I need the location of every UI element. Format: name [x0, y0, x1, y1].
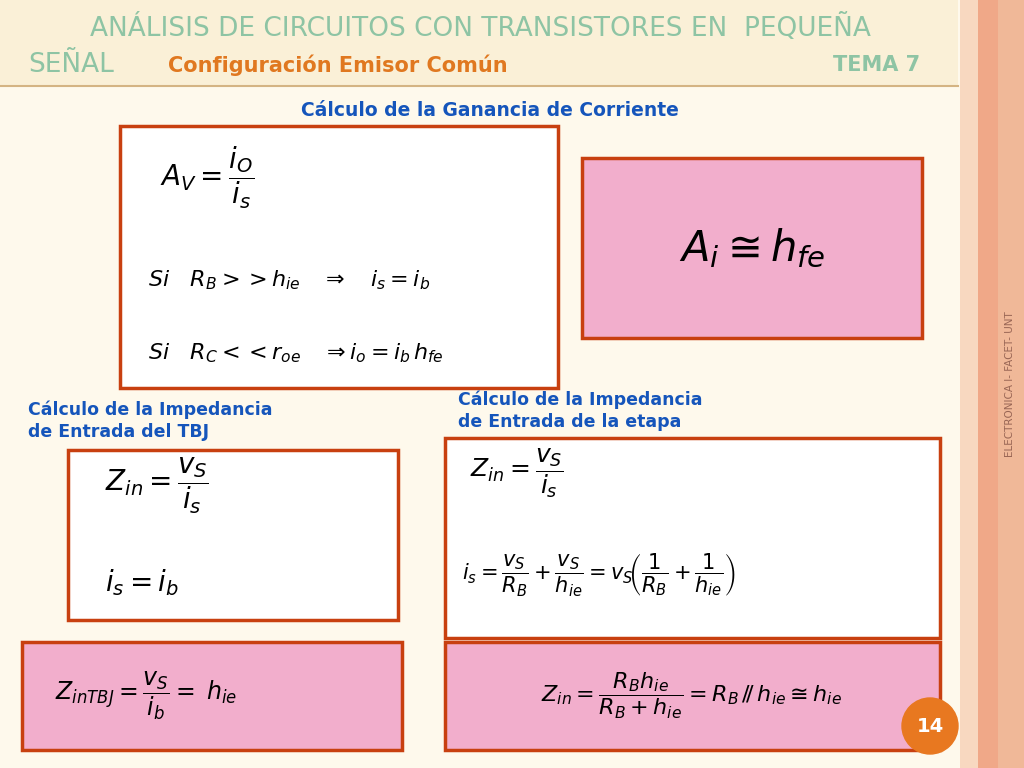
Bar	[961, 0, 978, 768]
Text: Configuración Emisor Común: Configuración Emisor Común	[168, 55, 508, 76]
Text: TEMA 7: TEMA 7	[833, 55, 920, 75]
Text: de Entrada del TBJ: de Entrada del TBJ	[28, 423, 209, 441]
Text: $Z_{inTBJ} = \dfrac{v_S}{i_b} = \; h_{ie}$: $Z_{inTBJ} = \dfrac{v_S}{i_b} = \; h_{ie…	[55, 670, 238, 723]
Bar	[22, 642, 402, 750]
Bar	[582, 158, 922, 338]
Text: $Z_{in} = \dfrac{v_S}{i_s}$: $Z_{in} = \dfrac{v_S}{i_s}$	[105, 456, 209, 516]
Text: 14: 14	[916, 717, 944, 736]
Bar	[998, 0, 1024, 768]
Text: $Z_{in} = \dfrac{R_B h_{ie}}{R_B + h_{ie}} = R_B \,/\!/\, h_{ie} \cong h_{ie}$: $Z_{in} = \dfrac{R_B h_{ie}}{R_B + h_{ie…	[542, 671, 843, 721]
Text: ELECTRONICA I- FACET- UNT: ELECTRONICA I- FACET- UNT	[1005, 311, 1015, 457]
Text: $A_i \cong h_{fe}$: $A_i \cong h_{fe}$	[679, 227, 825, 270]
Text: Cálculo de la Impedancia: Cálculo de la Impedancia	[28, 401, 272, 419]
Text: ANÁLISIS DE CIRCUITOS CON TRANSISTORES EN  PEQUEÑA: ANÁLISIS DE CIRCUITOS CON TRANSISTORES E…	[89, 14, 870, 42]
Bar	[978, 0, 998, 768]
Bar	[120, 126, 558, 388]
Text: $i_s = i_b$: $i_s = i_b$	[105, 568, 179, 598]
Text: $Si \quad R_B >> h_{ie} \quad \Rightarrow \quad i_s = i_b$: $Si \quad R_B >> h_{ie} \quad \Rightarro…	[148, 268, 430, 292]
Text: SEÑAL: SEÑAL	[28, 52, 114, 78]
Bar	[445, 438, 940, 638]
Text: de Entrada de la etapa: de Entrada de la etapa	[458, 413, 681, 431]
Text: $Z_{in} = \dfrac{v_S}{i_s}$: $Z_{in} = \dfrac{v_S}{i_s}$	[470, 446, 563, 500]
Text: $Si \quad R_C << r_{oe} \quad \Rightarrow i_o = i_b \, h_{fe}$: $Si \quad R_C << r_{oe} \quad \Rightarro…	[148, 341, 443, 365]
Text: $i_s = \dfrac{v_S}{R_B} + \dfrac{v_S}{h_{ie}} = v_S\!\left(\dfrac{1}{R_B}+\dfrac: $i_s = \dfrac{v_S}{R_B} + \dfrac{v_S}{h_…	[462, 551, 735, 598]
Text: Cálculo de la Impedancia: Cálculo de la Impedancia	[458, 391, 702, 409]
Bar	[445, 642, 940, 750]
Text: $A_V = \dfrac{i_O}{i_s}$: $A_V = \dfrac{i_O}{i_s}$	[160, 145, 254, 211]
Circle shape	[902, 698, 958, 754]
Text: Cálculo de la Ganancia de Corriente: Cálculo de la Ganancia de Corriente	[301, 101, 679, 121]
Bar	[0, 0, 958, 86]
Bar	[68, 450, 398, 620]
